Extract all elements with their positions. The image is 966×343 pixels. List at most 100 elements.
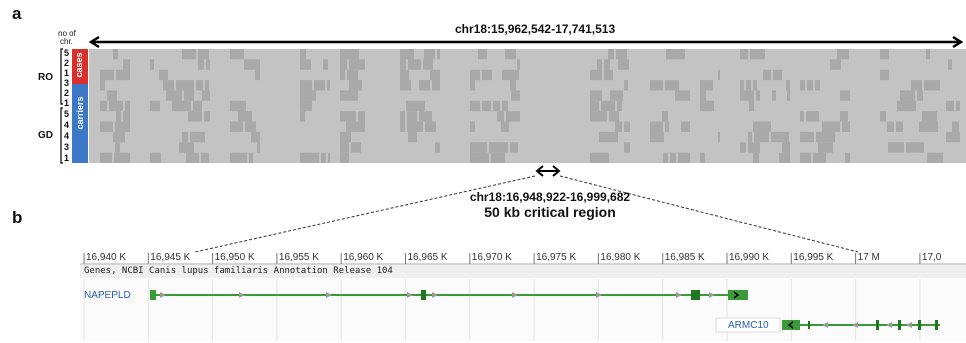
haplotype-block [205,80,209,91]
haplotype-block [300,90,316,101]
ruler-tick-label: 16,990 K [729,252,770,263]
haplotype-block [815,80,820,91]
haplotype-block [666,49,685,60]
haplotype-block [172,100,191,112]
haplotype-block [206,59,210,70]
haplotype-block [700,152,705,163]
haplotype-block [665,80,679,91]
haplotype-block [599,131,618,143]
haplotype-block [922,111,937,122]
haplotype-block [800,152,811,163]
haplotype-block [786,80,790,91]
haplotype-block [590,111,607,122]
haplotype-block [123,111,130,122]
haplotype-block [497,111,504,122]
haplotype-block [896,121,903,132]
haplotype-block [650,131,664,143]
gd-bracket [60,107,63,164]
haplotype-block [604,69,613,81]
ruler-tick-label: 16,965 K [407,252,448,263]
haplotype-block [107,90,117,101]
haplotype-block [800,131,814,143]
haplotype-block [400,59,406,70]
position-ruler [80,253,966,265]
haplotype-block [491,152,505,163]
haplotype-block [400,111,405,122]
haplotype-block [615,121,622,132]
row-count-5: 1 [64,98,70,108]
haplotype-block [100,69,114,81]
gene-armc10-label[interactable]: ARMC10 [728,320,769,331]
haplotype-block [911,80,922,91]
haplotype-block [408,59,421,70]
haplotype-block [100,80,105,91]
haplotype-block [113,131,125,143]
haplotype-block [407,111,417,122]
haplotype-block [150,59,154,70]
haplotype-block [419,111,432,122]
haplotype-block [510,142,518,153]
gene-napepld-label[interactable]: NAPEPLD [84,290,131,301]
haplotype-block [159,69,168,81]
haplotype-block [257,142,260,153]
row-count-1: 2 [64,58,70,68]
region-coordinates: chr18:15,962,542-17,741,513 [455,22,616,36]
annotation-header-band [80,265,966,278]
haplotype-block [670,152,676,163]
haplotype-block [608,49,614,60]
haplotype-block [347,69,358,81]
haplotype-block [340,111,356,122]
haplotype-block [489,142,508,153]
haplotype-block [251,131,260,143]
haplotype-block [230,121,243,132]
haplotype-block [230,100,246,112]
ruler-tick-label: 17 M [857,252,880,263]
haplotype-block [349,80,362,91]
critical-region-arrow [535,165,561,177]
haplotype-block [590,100,599,112]
row-count-0: 5 [64,48,70,58]
haplotype-block [926,49,930,60]
haplotype-block [182,131,188,143]
haplotype-block [750,49,765,60]
haplotype-block [650,80,663,91]
haplotype-block [800,80,805,91]
haplotype-block [358,111,365,122]
haplotype-block [323,59,328,70]
haplotype-block [946,131,960,143]
haplotype-block [400,121,405,132]
haplotype-block [176,80,194,91]
haplotype-block [470,121,475,132]
haplotype-block [100,100,107,112]
haplotype-block [818,142,833,153]
haplotype-block [609,111,619,122]
haplotype-block [116,111,121,122]
region-span-arrow [88,35,964,49]
haplotype-block [919,121,938,132]
ruler-tick-label: 16,970 K [471,252,512,263]
haplotype-block [482,100,491,112]
haplotype-block [787,90,790,101]
haplotype-block [510,80,516,91]
haplotype-block [610,90,623,101]
haplotype-block [163,80,174,91]
ruler-tick-label: 16,960 K [343,252,384,263]
haplotype-block [100,121,113,132]
haplotype-block [502,100,508,112]
haplotype-block [887,121,894,132]
haplotype-block [123,59,130,70]
haplotype-block [924,80,940,91]
haplotype-block [665,121,669,132]
haplotype-block [470,152,489,163]
haplotype-block [188,111,202,122]
haplotype-block [597,59,602,70]
haplotype-block [618,59,629,70]
haplotype-block [314,80,325,91]
haplotype-block [601,100,615,112]
haplotype-block [753,152,759,163]
ruler-tick-label: 16,950 K [214,252,255,263]
haplotype-block [300,100,312,112]
haplotype-block [406,100,425,112]
row-count-7: 4 [64,120,70,130]
haplotype-block [840,111,848,122]
